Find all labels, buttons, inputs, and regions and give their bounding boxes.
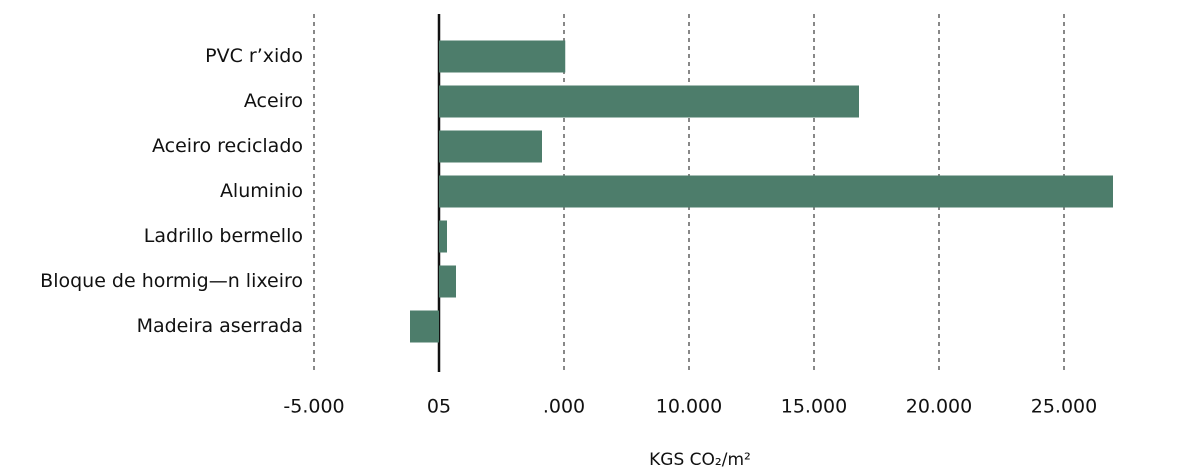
y-tick-label: Madeira aserrada bbox=[137, 315, 303, 337]
x-tick-label: 10.000 bbox=[656, 396, 722, 418]
bar bbox=[439, 130, 542, 163]
x-tick-label: -5.000 bbox=[283, 396, 344, 418]
x-tick-label: .000 bbox=[543, 396, 585, 418]
x-tick-label: 25.000 bbox=[1031, 396, 1097, 418]
y-tick-label: Ladrillo bermello bbox=[144, 225, 303, 247]
bar bbox=[439, 40, 566, 73]
bar bbox=[410, 310, 439, 343]
x-axis-title: KGS CO₂/m² bbox=[649, 450, 751, 467]
y-tick-label: Bloque de hormig—n lixeiro bbox=[40, 270, 303, 292]
y-tick-label: Aceiro reciclado bbox=[152, 135, 303, 157]
y-tick-label: Aceiro bbox=[244, 90, 303, 112]
bar bbox=[439, 220, 447, 253]
y-tick-label: Aluminio bbox=[220, 180, 303, 202]
bar bbox=[439, 265, 456, 298]
x-tick-label: 05 bbox=[427, 396, 451, 418]
x-tick-label: 15.000 bbox=[781, 396, 847, 418]
y-tick-label: PVC r’xido bbox=[205, 45, 303, 67]
bar bbox=[439, 85, 859, 118]
bar bbox=[439, 175, 1113, 208]
x-tick-label: 20.000 bbox=[906, 396, 972, 418]
